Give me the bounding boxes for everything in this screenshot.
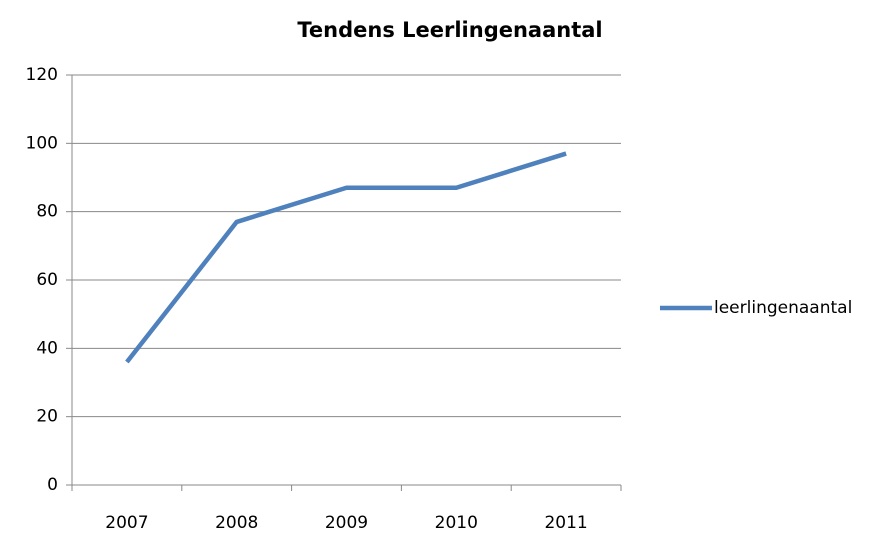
series-line: [125, 151, 567, 364]
y-tick-label: 40: [36, 338, 58, 358]
y-tick-label: 120: [26, 65, 58, 85]
legend-label: leerlingenaantal: [714, 298, 852, 318]
y-tick-label: 20: [36, 407, 58, 427]
y-tick-label: 100: [26, 133, 58, 153]
y-tick-label: 0: [47, 475, 58, 495]
y-tick-label: 60: [36, 270, 58, 290]
x-tick-label: 2008: [215, 513, 258, 533]
x-tick-label: 2011: [544, 513, 587, 533]
x-tick-label: 2010: [435, 513, 478, 533]
y-tick-label: 80: [36, 202, 58, 222]
chart-title: Tendens Leerlingenaantal: [297, 18, 602, 42]
x-tick-label: 2009: [325, 513, 368, 533]
x-tick-label: 2007: [105, 513, 148, 533]
